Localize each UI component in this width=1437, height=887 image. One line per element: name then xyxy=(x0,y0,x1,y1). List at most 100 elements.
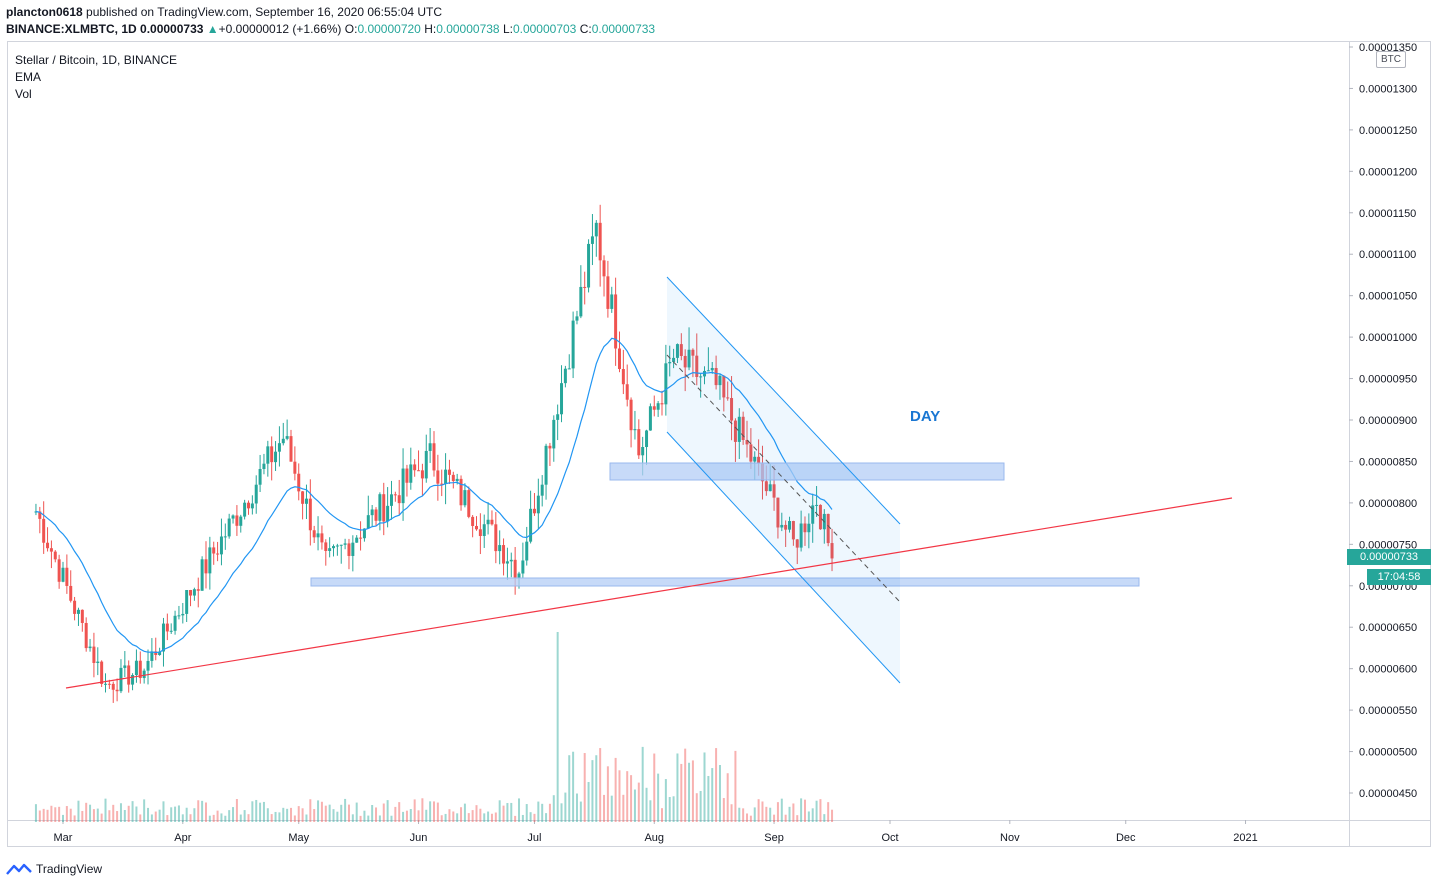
author-name[interactable]: plancton0618 xyxy=(6,5,83,19)
volume-bar xyxy=(92,809,95,822)
candle-body xyxy=(49,548,53,552)
candle-body xyxy=(784,524,788,530)
volume-bar xyxy=(641,746,644,822)
candle-body xyxy=(652,406,656,410)
candle-body xyxy=(587,243,591,288)
volume-bar xyxy=(831,809,834,822)
candle-body xyxy=(459,478,463,506)
candle-body xyxy=(134,660,138,676)
candle-body xyxy=(142,670,146,679)
x-tick-label: Dec xyxy=(1116,832,1136,844)
footer[interactable]: TradingView xyxy=(6,859,102,879)
volume-bar xyxy=(560,803,563,822)
candle-body xyxy=(204,559,208,574)
y-tick-label: 0.00000800 xyxy=(1359,498,1417,510)
volume-bar xyxy=(730,804,733,822)
legend-title[interactable]: Stellar / Bitcoin, 1D, BINANCE xyxy=(15,53,178,67)
volume-bar xyxy=(394,806,397,822)
candle-body xyxy=(710,367,714,371)
volume-bar xyxy=(498,800,501,822)
volume-bar xyxy=(104,798,107,822)
candle-body xyxy=(625,384,629,400)
candle-body xyxy=(803,523,807,533)
volume-bar xyxy=(62,814,64,822)
legend-ema[interactable]: EMA xyxy=(15,70,42,84)
candle-body xyxy=(726,397,730,399)
y-tick-label: 0.00000900 xyxy=(1359,415,1417,427)
volume-bar xyxy=(753,807,756,822)
volume-bar xyxy=(575,793,578,822)
volume-bar xyxy=(583,753,586,822)
currency-badge[interactable]: BTC xyxy=(1376,51,1406,68)
publish-text: published on TradingView.com, September … xyxy=(82,5,443,19)
candle-body xyxy=(420,470,424,479)
volume-bar xyxy=(336,811,339,822)
candle-body xyxy=(826,513,830,544)
candle-body xyxy=(482,524,486,537)
volume-bar xyxy=(734,750,737,822)
volume-bar xyxy=(305,814,308,822)
candle-body xyxy=(397,495,401,504)
candle-body xyxy=(389,494,393,506)
candle-body xyxy=(741,416,745,440)
x-tick-label: Mar xyxy=(54,832,73,844)
volume-bar xyxy=(208,815,211,822)
volume-bar xyxy=(502,805,505,822)
volume-bar xyxy=(587,782,590,822)
candle-body xyxy=(359,537,363,539)
countdown-tag: 17:04:58 xyxy=(1367,569,1431,585)
candle-body xyxy=(115,689,119,692)
volume-bar xyxy=(633,789,636,822)
volume-bar xyxy=(691,760,694,822)
volume-bar xyxy=(413,799,416,822)
candle-body xyxy=(629,399,633,431)
candle-body xyxy=(799,523,803,548)
candle-body xyxy=(181,613,185,616)
candle-body xyxy=(672,357,676,362)
x-tick-label: Oct xyxy=(881,832,898,844)
candle-body xyxy=(362,528,366,539)
candle-body xyxy=(374,509,378,521)
volume-bar xyxy=(112,804,115,822)
candle-body xyxy=(413,464,417,471)
x-tick-label: May xyxy=(288,832,309,844)
channel-mid-line xyxy=(666,354,901,603)
legend-vol[interactable]: Vol xyxy=(15,87,32,101)
volume-bar xyxy=(65,806,68,822)
volume-bar xyxy=(378,815,381,822)
volume-bar xyxy=(301,808,304,822)
volume-bar xyxy=(170,807,173,822)
volume-bar xyxy=(77,800,80,822)
candle-body xyxy=(583,286,587,288)
candle-body xyxy=(324,542,328,551)
candle-body xyxy=(772,484,776,498)
y-tick-label: 0.00001050 xyxy=(1359,291,1417,303)
candle-body xyxy=(780,524,784,528)
candle-body xyxy=(552,419,556,449)
volume-bar xyxy=(290,807,293,822)
volume-bar xyxy=(108,810,111,822)
volume-bar xyxy=(139,814,142,822)
volume-bar xyxy=(460,807,463,822)
x-tick-label: Jul xyxy=(527,832,541,844)
candle-body xyxy=(339,544,343,546)
candle-body xyxy=(614,294,618,349)
candle-body xyxy=(320,533,324,543)
candle-body xyxy=(401,468,405,504)
volume-bar xyxy=(429,801,432,822)
volume-bar xyxy=(50,805,53,822)
volume-bar xyxy=(518,798,521,822)
volume-bar xyxy=(807,811,810,822)
volume-bar xyxy=(595,755,598,822)
volume-bar xyxy=(224,815,227,822)
candle-body xyxy=(165,623,169,632)
volume-bar xyxy=(479,808,482,822)
price-chart[interactable]: 0.000013500.000013000.000012500.00001200… xyxy=(7,41,1431,847)
volume-bar xyxy=(819,799,822,822)
chart-area[interactable]: 0.00001350 0.00001300 0.00001250 0.00001200… xyxy=(7,41,1431,847)
candle-body xyxy=(111,683,115,690)
volume-bar xyxy=(344,798,347,822)
volume-bar xyxy=(69,808,72,822)
candle-body xyxy=(216,553,220,555)
candle-body xyxy=(200,559,204,591)
